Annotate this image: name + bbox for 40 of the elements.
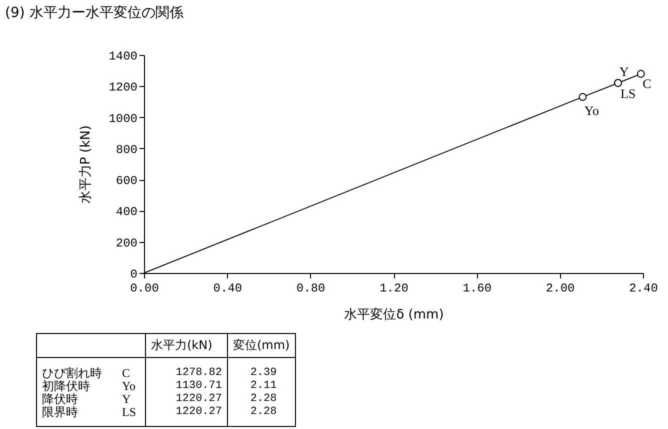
chart-title: (9) 水平力ー水平変位の関係 xyxy=(5,4,184,22)
data-label: 1220.27 xyxy=(146,393,228,406)
x-tick-label: 2.00 xyxy=(546,282,575,296)
data-label: 1130.71 xyxy=(146,380,228,393)
annotation: C xyxy=(642,76,652,91)
x-axis-title: 水平変位δ (mm) xyxy=(344,306,444,322)
y-tick-label: 400 xyxy=(116,205,138,220)
y-tick-label: 1000 xyxy=(108,112,138,126)
text: 水平力(kN) xyxy=(146,334,228,358)
category-label: 降伏時 xyxy=(42,392,79,406)
y-tick-label: 800 xyxy=(116,142,138,157)
y-tick-label: 600 xyxy=(116,174,138,188)
data-label: 2.28 xyxy=(228,393,296,406)
x-tick-label: 0.40 xyxy=(213,282,242,296)
x-tick-label: 2.40 xyxy=(629,282,658,296)
annotation: Yo xyxy=(584,102,599,118)
x-tick-label: 1.20 xyxy=(380,282,408,296)
y-tick-label: 0 xyxy=(130,268,138,282)
data-label: 1220.27 xyxy=(146,406,228,426)
data-label: 2.11 xyxy=(228,380,296,393)
text: Y xyxy=(122,392,131,406)
y-tick-label: 1400 xyxy=(108,50,138,64)
y-tick-label: 200 xyxy=(116,236,138,250)
category-label: 初降伏時 xyxy=(42,379,91,393)
annotation: LS xyxy=(620,86,636,101)
text: C xyxy=(122,366,130,380)
category-label: ひび割れ時 xyxy=(42,366,103,380)
x-tick-label: 0.00 xyxy=(130,282,159,296)
text: LS xyxy=(122,405,136,419)
text: Yo xyxy=(122,379,136,393)
category-label: 限界時 xyxy=(42,405,79,419)
data-label: 2.28 xyxy=(228,406,296,426)
annotation: Y xyxy=(619,64,630,79)
x-tick-label: 0.80 xyxy=(296,282,326,296)
y-tick-label: 1200 xyxy=(108,80,138,95)
text: 変位(mm) xyxy=(228,334,296,358)
data-label: 1278.82 xyxy=(146,358,228,380)
data-label: 2.39 xyxy=(228,358,296,380)
y-axis-title: 水平力P (kN) xyxy=(78,125,94,204)
x-tick-label: 1.60 xyxy=(462,282,492,296)
